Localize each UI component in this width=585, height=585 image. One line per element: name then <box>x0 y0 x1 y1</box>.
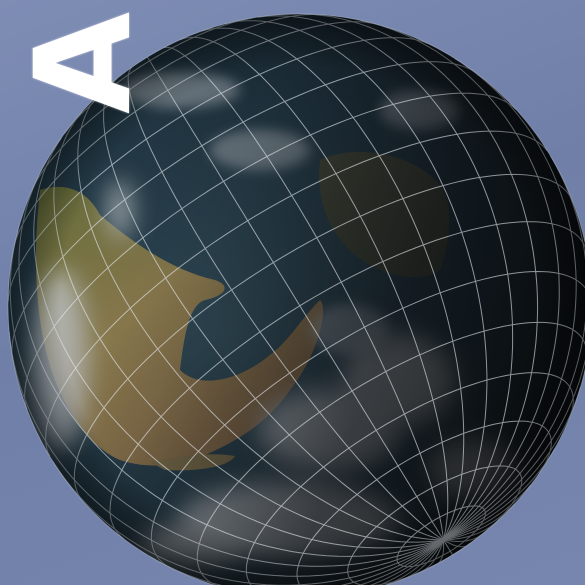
slide-title-fragment: A <box>7 11 161 114</box>
